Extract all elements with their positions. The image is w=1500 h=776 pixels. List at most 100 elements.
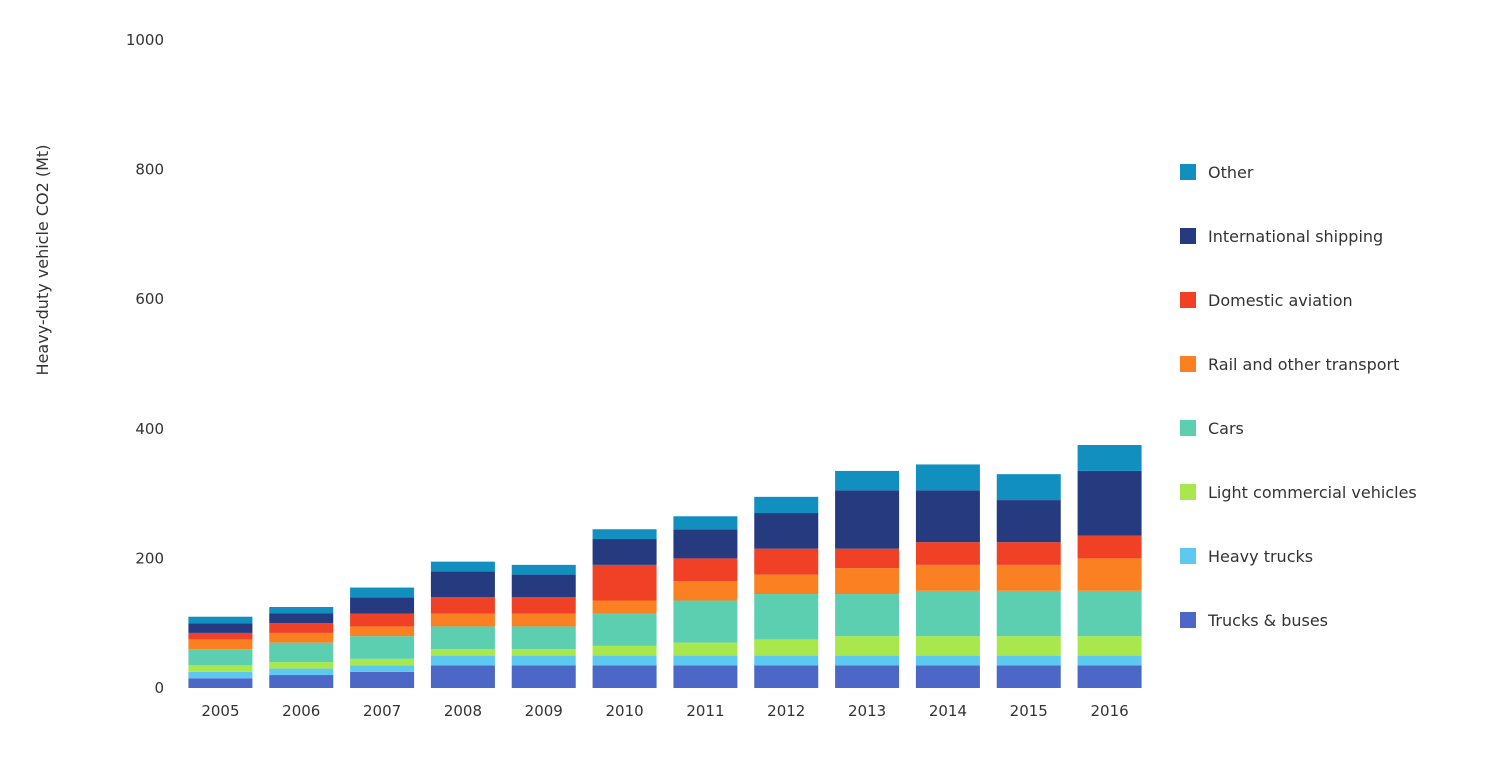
legend-item: Heavy trucks: [1180, 524, 1480, 588]
bar-segment: [430, 626, 495, 650]
y-tick-label: 800: [135, 161, 164, 179]
bar-segment: [915, 542, 980, 565]
bar-segment: [754, 639, 819, 656]
bar-segment: [188, 623, 253, 633]
bar-segment: [592, 600, 657, 614]
bar-segment: [754, 496, 819, 514]
legend-label: Cars: [1208, 418, 1244, 438]
bar-segment: [915, 490, 980, 543]
bar-segment: [511, 649, 576, 656]
bar-segment: [673, 558, 738, 582]
legend-label: Other: [1208, 162, 1254, 182]
bar-segment: [996, 636, 1061, 656]
legend-swatch: [1180, 164, 1196, 180]
x-tick-label: 2012: [767, 702, 805, 720]
bar-segment: [269, 662, 334, 669]
bar-segment: [996, 542, 1061, 565]
y-tick-label: 1000: [126, 31, 164, 49]
bar-segment: [511, 655, 576, 666]
bar-segment: [269, 675, 334, 688]
bar-segment: [511, 597, 576, 614]
bar-segment: [1077, 445, 1142, 471]
bar-segment: [188, 632, 253, 640]
bar-segment: [835, 568, 900, 595]
bar-segment: [592, 529, 657, 539]
legend-label: Heavy trucks: [1208, 546, 1314, 566]
x-tick-label: 2005: [201, 702, 239, 720]
bar-segment: [754, 655, 819, 666]
x-tick-label: 2006: [282, 702, 320, 720]
bar-segment: [835, 594, 900, 637]
bar-segment: [269, 642, 334, 663]
bar-segment: [835, 655, 900, 666]
bar-segment: [835, 548, 900, 569]
y-axis-label: Heavy-duty vehicle CO2 (Mt): [33, 145, 52, 376]
bar-segment: [511, 574, 576, 598]
bar-segment: [673, 529, 738, 559]
legend-item: Rail and other transport: [1180, 332, 1480, 396]
legend-item: Light commercial vehicles: [1180, 460, 1480, 524]
bar-segment: [350, 587, 415, 598]
bar-segment: [1077, 470, 1142, 536]
bar-segment: [350, 671, 415, 688]
bar-segment: [673, 600, 738, 643]
bar-segment: [269, 632, 334, 643]
bar-segment: [996, 564, 1061, 591]
bar-segment: [835, 665, 900, 688]
bar-segment: [1077, 636, 1142, 656]
bar-segment: [754, 594, 819, 640]
bar-segment: [673, 642, 738, 656]
y-tick-label: 200: [135, 549, 164, 567]
bar-segment: [350, 658, 415, 666]
x-axis-ticks: 2005 2006 2007 2008 2009 2010 2011 2012 2013 2014…: [201, 702, 1128, 720]
bar-segment: [673, 655, 738, 666]
bar-segment: [996, 500, 1061, 543]
bar-segment: [269, 623, 334, 633]
bar-segment: [188, 678, 253, 688]
bar-segment: [915, 564, 980, 591]
legend-swatch: [1180, 612, 1196, 628]
bar-segment: [754, 548, 819, 575]
bar-segment: [350, 613, 415, 627]
bar-segment: [592, 655, 657, 666]
bar-segment: [430, 649, 495, 656]
y-axis-ticks: 0 200 400 600 800 1000: [126, 31, 164, 697]
x-tick-label: 2016: [1090, 702, 1128, 720]
bar-segment: [835, 636, 900, 656]
bar-segment: [430, 655, 495, 666]
bar-segment: [350, 626, 415, 637]
legend: Other International shipping Domestic av…: [1180, 140, 1480, 652]
legend-item: Cars: [1180, 396, 1480, 460]
legend-label: Domestic aviation: [1208, 290, 1353, 310]
bar-segment: [269, 668, 334, 676]
bar-segment: [350, 597, 415, 614]
x-tick-label: 2011: [686, 702, 724, 720]
legend-swatch: [1180, 548, 1196, 564]
bar-segment: [592, 538, 657, 565]
bar-segment: [673, 665, 738, 688]
bar-segment: [188, 671, 253, 679]
legend-swatch: [1180, 228, 1196, 244]
x-tick-label: 2009: [525, 702, 563, 720]
bar-segment: [430, 613, 495, 627]
bar-segment: [188, 639, 253, 650]
bar-segment: [188, 665, 253, 672]
bar-segment: [1077, 655, 1142, 666]
bar-segment: [188, 649, 253, 666]
bar-segment: [1077, 535, 1142, 559]
bar-segment: [1077, 558, 1142, 591]
bar-segment: [673, 581, 738, 601]
legend-item: International shipping: [1180, 204, 1480, 268]
bar-segment: [754, 665, 819, 688]
bar-segment: [835, 490, 900, 549]
bar-segment: [511, 665, 576, 688]
bar-segment: [996, 474, 1061, 501]
bar-segment: [1077, 665, 1142, 688]
bar-segment: [835, 470, 900, 491]
legend-label: International shipping: [1208, 226, 1384, 246]
bar-segment: [430, 665, 495, 688]
y-tick-label: 0: [154, 679, 164, 697]
bar-segment: [269, 613, 334, 624]
legend-swatch: [1180, 420, 1196, 436]
bar-segment: [996, 590, 1061, 637]
